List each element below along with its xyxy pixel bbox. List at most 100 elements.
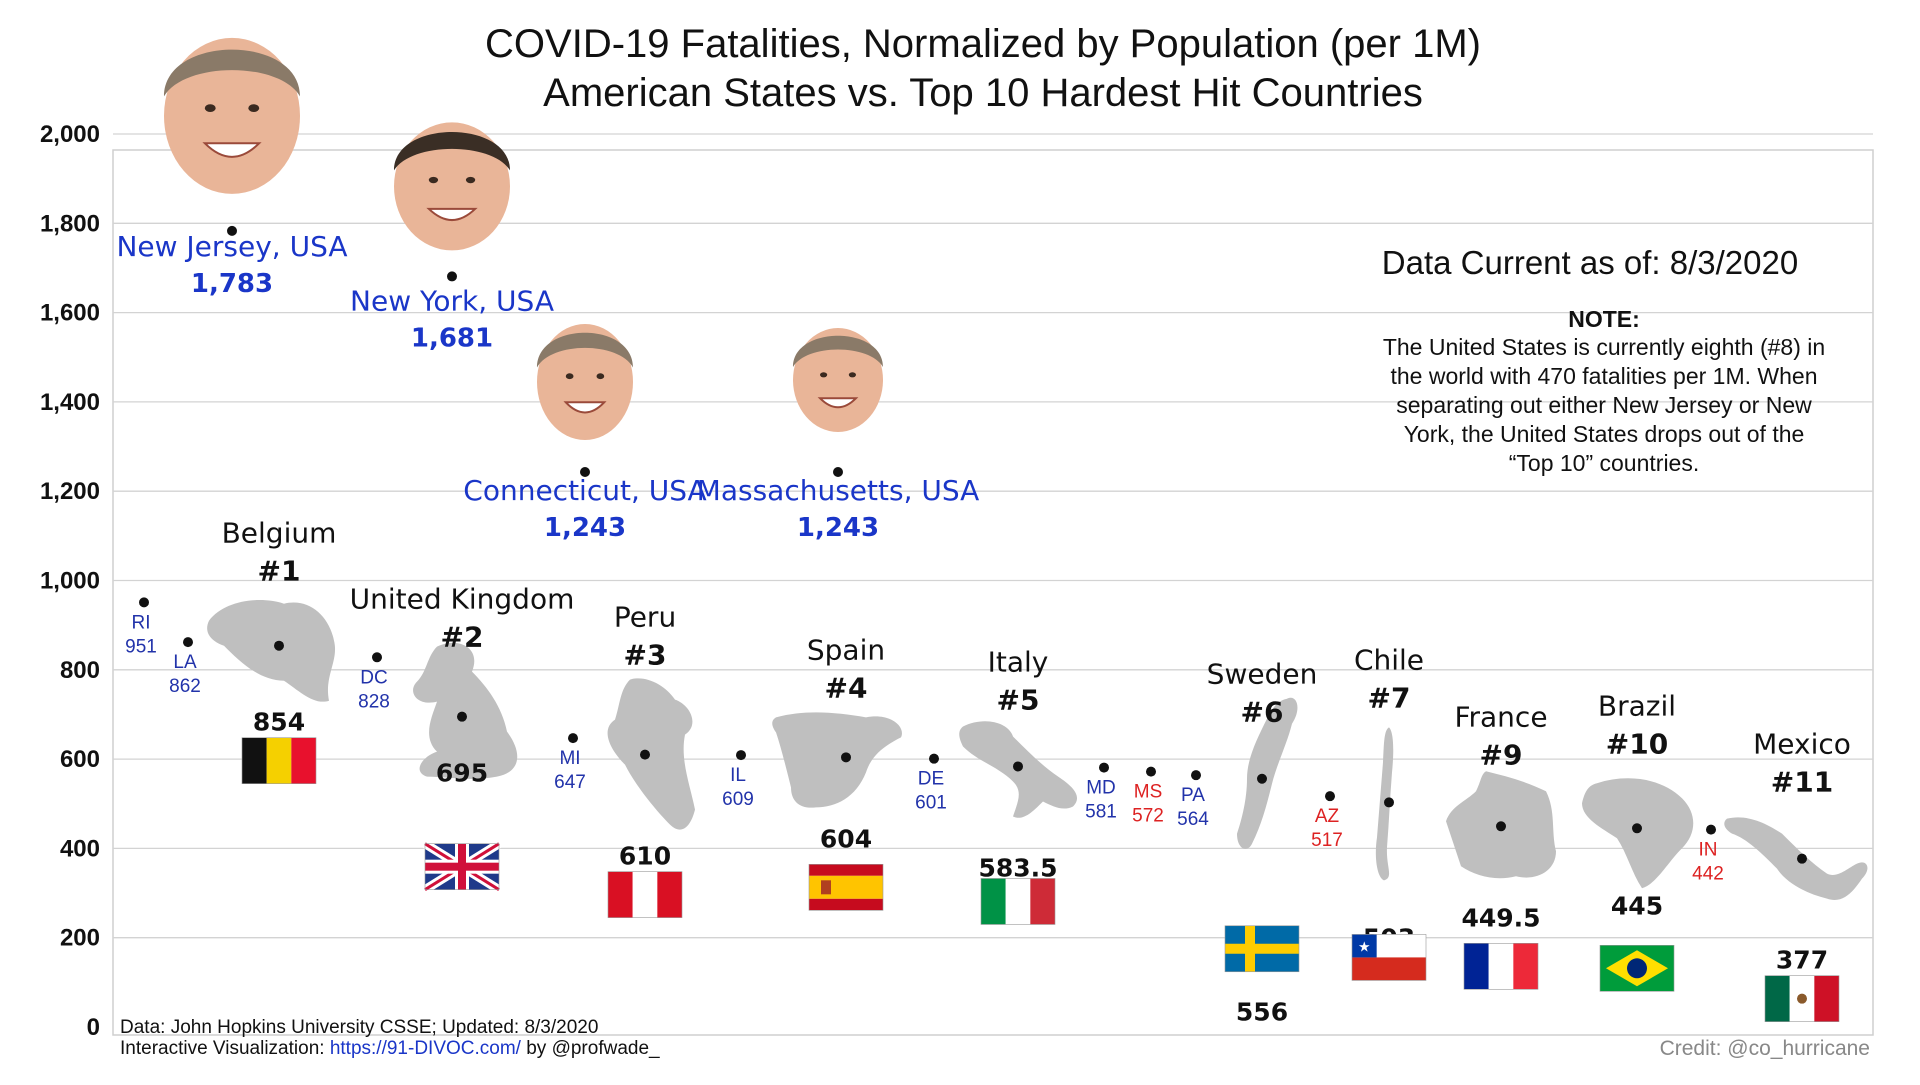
country-group: Belgium #1 854: [207, 517, 336, 784]
featured-state-value: 1,681: [411, 323, 493, 353]
country-marker: [1384, 797, 1394, 808]
country-marker: [1257, 773, 1267, 784]
credit-note: Credit: @co_hurricane: [1660, 1037, 1870, 1060]
state-value: 581: [1085, 802, 1117, 823]
country-flag-icon: [422, 839, 502, 894]
featured-state-name: Connecticut, USA: [463, 474, 706, 507]
note-line: York, the United States drops out of the: [1404, 421, 1805, 447]
y-tick-label: 800: [60, 657, 100, 684]
featured-state-marker: [833, 467, 843, 478]
state-group: IN 442: [1692, 824, 1724, 885]
state-abbr: PA: [1181, 785, 1205, 806]
y-tick-label: 1,200: [40, 478, 100, 505]
state-value: 647: [554, 772, 586, 793]
governor-face-icon: [793, 328, 883, 433]
gridlines: [113, 133, 1873, 939]
country-flag-icon: [1599, 945, 1675, 992]
state-marker: [1099, 762, 1109, 773]
country-rank: #10: [1606, 727, 1668, 760]
country-marker: [1797, 853, 1807, 864]
country-marker: [640, 749, 650, 760]
chart-title-line2: American States vs. Top 10 Hardest Hit C…: [543, 71, 1423, 115]
state-value: 564: [1177, 809, 1209, 830]
country-rank: #5: [997, 683, 1040, 716]
country-silhouette: [413, 642, 518, 779]
state-abbr: IN: [1699, 840, 1718, 861]
featured-state-value: 1,243: [797, 513, 879, 543]
country-group: United Kingdom #2 695: [350, 583, 574, 894]
state-group: MS 572: [1132, 766, 1164, 827]
y-tick-label: 1,000: [40, 568, 100, 595]
country-value: 445: [1611, 891, 1663, 920]
viz-prefix: Interactive Visualization:: [120, 1038, 330, 1059]
state-marker: [183, 637, 193, 648]
country-name: Belgium: [222, 517, 337, 550]
country-group: Italy #5 583.5: [959, 645, 1078, 925]
y-tick-label: 0: [87, 1014, 100, 1041]
country-silhouette: [607, 678, 695, 830]
country-flag-icon: [980, 878, 1056, 925]
country-group: France #9 449.5: [1446, 700, 1556, 990]
featured-state-group: Connecticut, USA 1,243: [463, 324, 707, 543]
country-value: 610: [619, 842, 671, 871]
governor-face-icon: [164, 37, 300, 194]
y-tick-label: 1,800: [40, 210, 100, 237]
state-group: RI 951: [125, 597, 157, 657]
country-silhouette: [1724, 817, 1868, 900]
state-value: 442: [1692, 864, 1724, 885]
governor-face-icon: [394, 122, 510, 251]
country-flag-icon: [808, 864, 884, 911]
country-silhouette: [1237, 697, 1298, 849]
country-group: Peru #3 610: [607, 601, 695, 918]
state-markers: RI 951 LA 862 DC 828 MI 647 IL 609 DE 601 MD 581 MS 572…: [125, 597, 1724, 885]
state-marker: [568, 733, 578, 744]
featured-state-group: New Jersey, USA 1,783: [116, 37, 348, 299]
state-value: 951: [125, 636, 157, 657]
state-abbr: LA: [173, 652, 197, 673]
state-group: DE 601: [915, 753, 947, 814]
state-abbr: RI: [132, 612, 151, 633]
note-title: NOTE:: [1568, 306, 1640, 332]
country-name: France: [1454, 700, 1547, 733]
state-value: 517: [1311, 830, 1343, 851]
state-group: IL 609: [722, 750, 754, 810]
country-rank: #1: [258, 555, 301, 588]
y-tick-label: 1,400: [40, 389, 100, 416]
country-name: Sweden: [1207, 658, 1318, 691]
source-note: Data: John Hopkins University CSSE; Upda…: [120, 1017, 598, 1038]
country-marker: [841, 752, 851, 763]
featured-state-name: New York, USA: [350, 284, 554, 317]
featured-state-value: 1,783: [191, 269, 273, 299]
featured-state-marker: [447, 271, 457, 282]
country-group: Brazil #10 445: [1582, 689, 1694, 992]
state-group: PA 564: [1177, 770, 1209, 830]
country-rank: #6: [1241, 696, 1284, 729]
country-silhouette: [772, 712, 902, 808]
country-group: Sweden #6 556: [1207, 658, 1318, 1027]
state-abbr: DE: [918, 769, 944, 790]
country-silhouette: [207, 600, 336, 702]
country-marker: [1496, 821, 1506, 832]
country-group: Chile#7503★: [1351, 643, 1427, 981]
country-name: Mexico: [1753, 728, 1851, 761]
state-group: AZ 517: [1311, 791, 1343, 851]
country-value: 854: [253, 708, 305, 737]
state-abbr: MS: [1134, 782, 1163, 803]
featured-state-value: 1,243: [544, 513, 626, 543]
chart-title-line1: COVID-19 Fatalities, Normalized by Popul…: [485, 22, 1481, 66]
country-marker: [1632, 823, 1642, 834]
note-text: The United States is currently eighth (#…: [1383, 334, 1825, 476]
country-flag-icon: [1764, 975, 1840, 1022]
state-marker: [1191, 770, 1201, 781]
note-line: “Top 10” countries.: [1509, 450, 1699, 476]
country-name: Chile: [1354, 643, 1424, 676]
featured-state-name: New Jersey, USA: [116, 230, 347, 263]
viz-link[interactable]: https://91-DIVOC.com/: [330, 1038, 522, 1059]
country-rank: #7: [1368, 681, 1411, 714]
note-line: separating out either New Jersey or New: [1396, 392, 1812, 418]
state-value: 572: [1132, 806, 1164, 827]
country-value: 695: [436, 759, 488, 788]
country-value: 556: [1236, 998, 1288, 1027]
